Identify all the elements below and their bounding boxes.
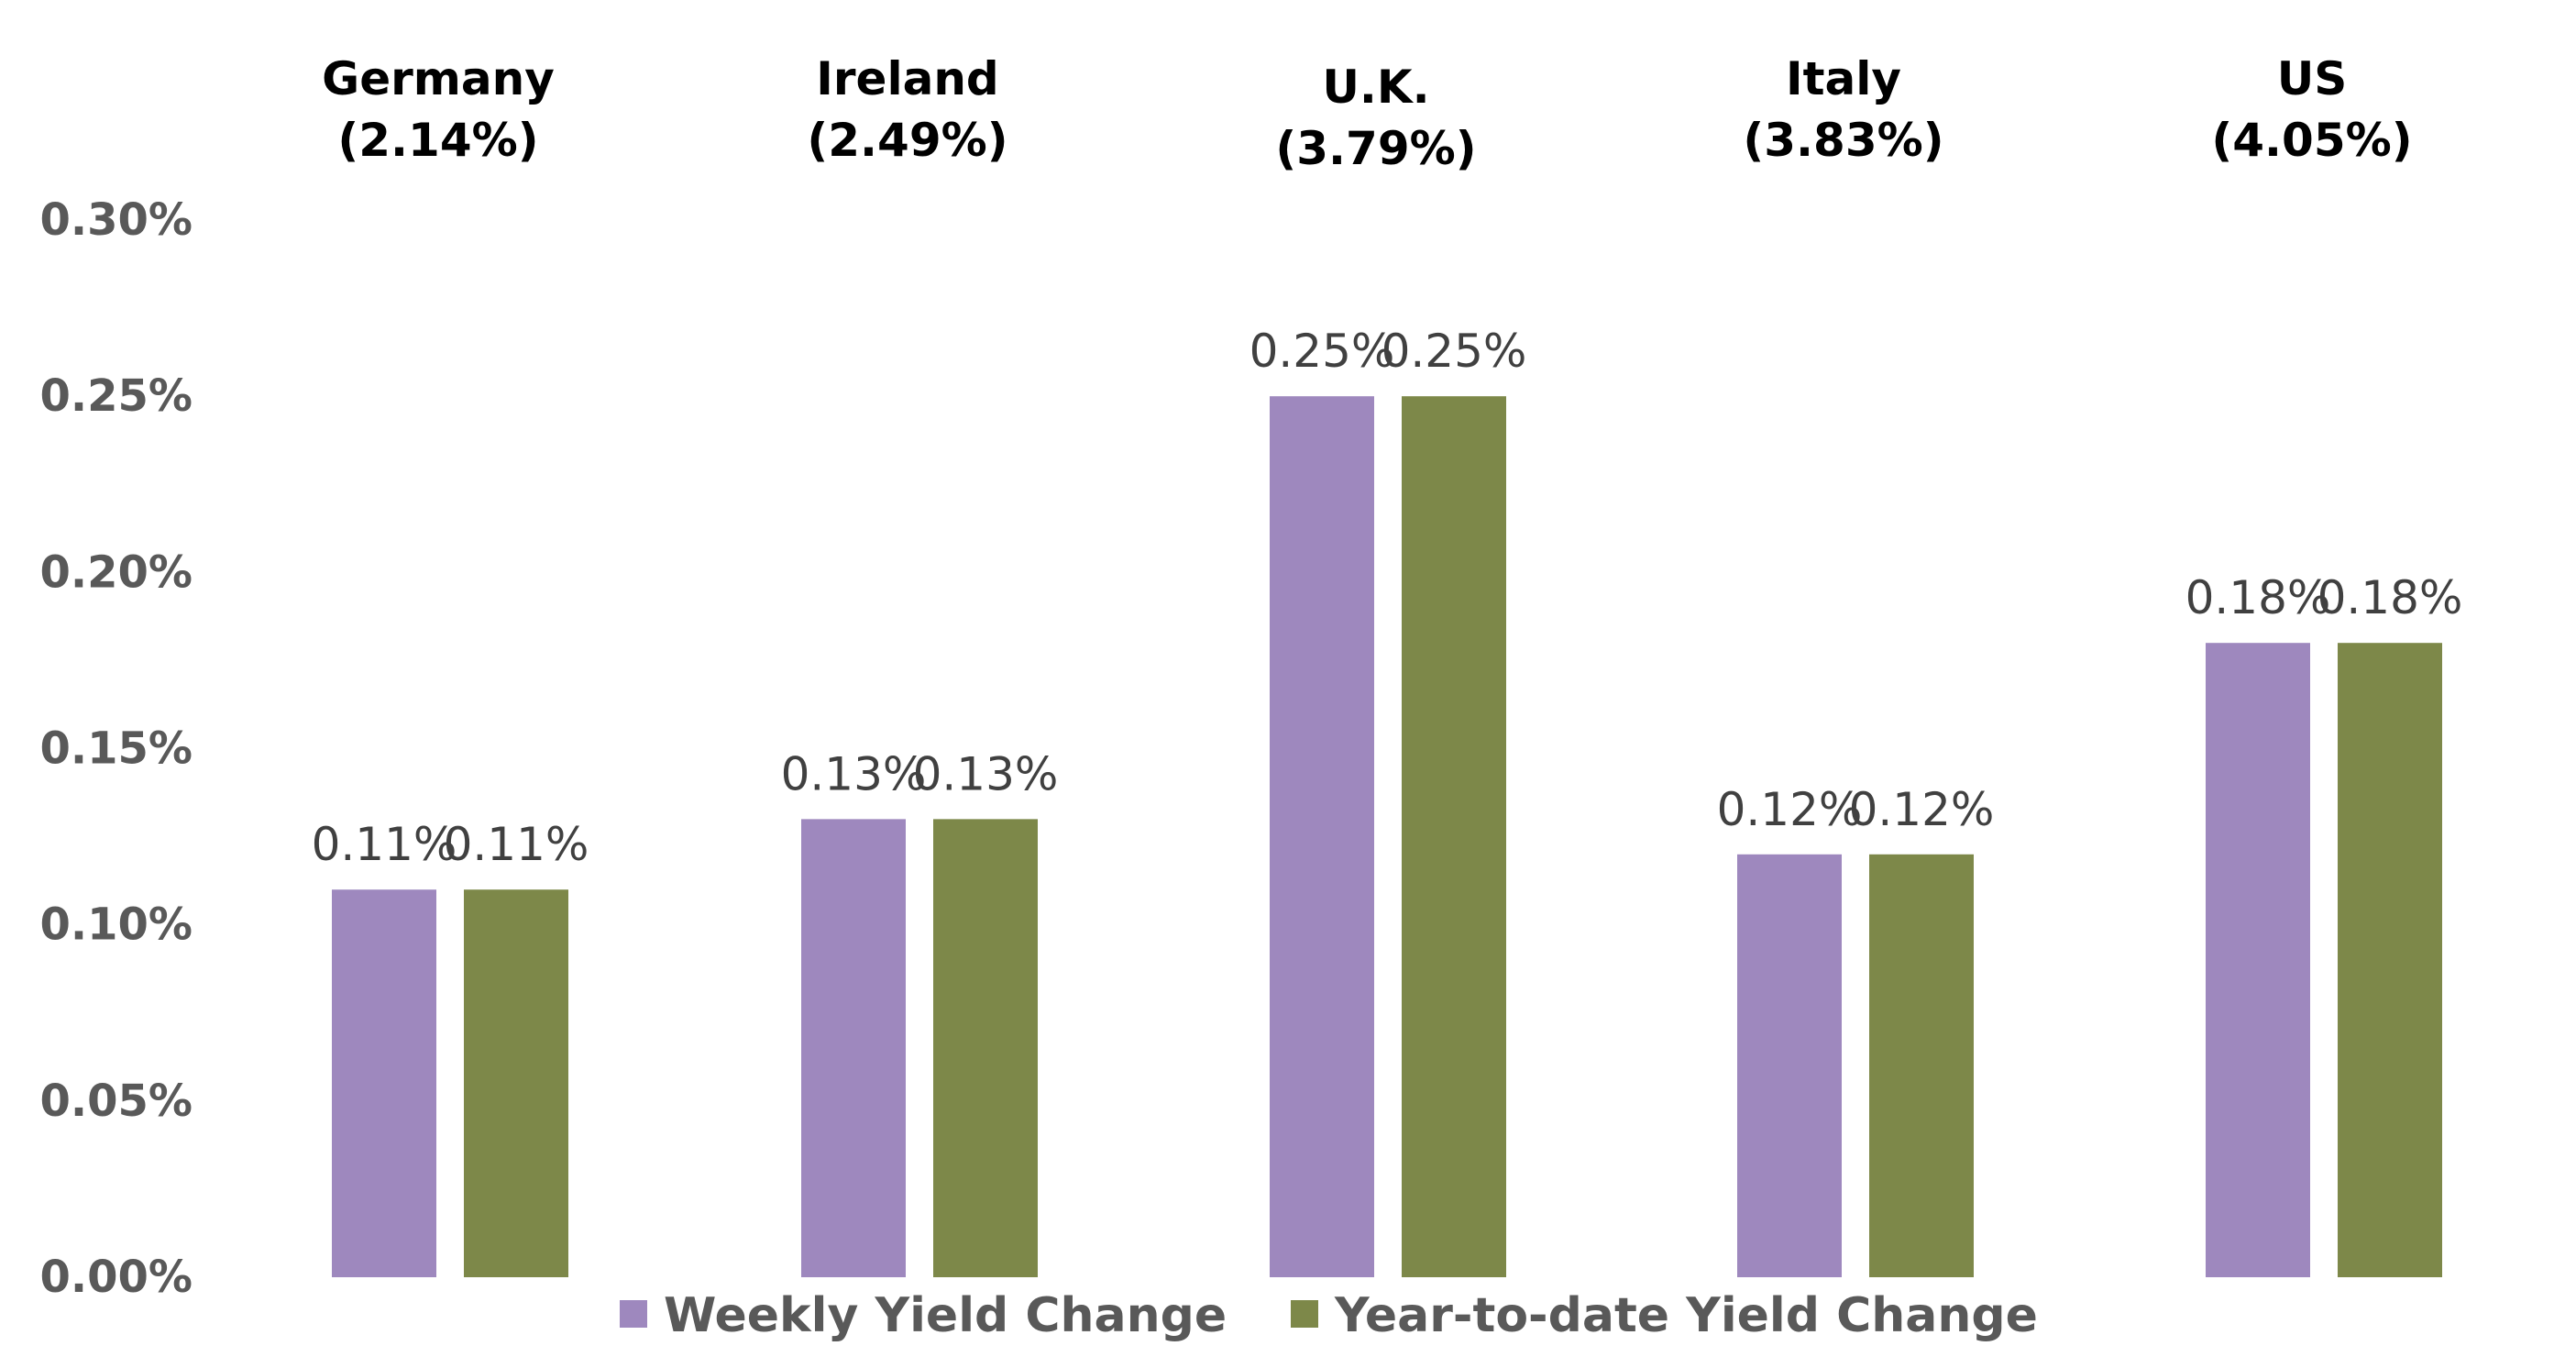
y-tick-label: 0.10%: [39, 899, 193, 951]
category-headers: Germany (2.14%) Ireland (2.49%) U.K. (3.79%) I…: [322, 52, 2412, 175]
category-yield: (2.49%): [807, 114, 1007, 167]
y-tick-label: 0.00%: [39, 1252, 193, 1303]
category-yield: (4.05%): [2211, 114, 2412, 167]
data-label: 0.18%: [2317, 571, 2463, 624]
bar: [933, 819, 1038, 1277]
data-label: 0.11%: [312, 818, 457, 871]
legend-swatch: [620, 1300, 647, 1328]
bar: [2206, 643, 2310, 1277]
category-name: Italy: [1786, 52, 1901, 105]
bar: [1737, 854, 1842, 1277]
bars: [332, 396, 2442, 1278]
data-label: 0.18%: [2185, 571, 2331, 624]
bar: [332, 889, 436, 1277]
bar: [1402, 396, 1506, 1278]
data-label: 0.25%: [1249, 325, 1395, 378]
y-tick-label: 0.15%: [39, 723, 193, 775]
data-label: 0.12%: [1849, 783, 1995, 836]
legend-swatch: [1291, 1300, 1318, 1328]
category-name: US: [2277, 52, 2348, 105]
legend: Weekly Yield Change Year-to-date Yield Ch…: [620, 1288, 2038, 1343]
legend-label: Weekly Yield Change: [664, 1288, 1227, 1343]
bar: [801, 819, 906, 1277]
y-tick-label: 0.25%: [39, 370, 193, 422]
bar: [1270, 396, 1374, 1278]
category-yield: (2.14%): [337, 114, 538, 167]
category-yield: (3.79%): [1275, 122, 1476, 175]
data-label: 0.13%: [781, 747, 927, 800]
data-label: 0.13%: [913, 747, 1059, 800]
data-labels: 0.11% 0.13% 0.25% 0.12% 0.18% 0.11% 0.13% 0.25%…: [312, 325, 2463, 871]
bar: [2338, 643, 2442, 1277]
legend-label: Year-to-date Yield Change: [1334, 1288, 2038, 1343]
category-name: U.K.: [1322, 61, 1429, 114]
category-yield: (3.83%): [1743, 114, 1943, 167]
bar: [1869, 854, 1974, 1277]
y-axis: 0.00% 0.05% 0.10% 0.15% 0.20% 0.25% 0.30%: [39, 194, 193, 1303]
data-label: 0.25%: [1382, 325, 1527, 378]
data-label: 0.11%: [444, 818, 589, 871]
y-tick-label: 0.30%: [39, 194, 193, 246]
y-tick-label: 0.05%: [39, 1076, 193, 1127]
bar: [464, 889, 568, 1277]
category-name: Ireland: [816, 52, 998, 105]
data-label: 0.12%: [1717, 783, 1863, 836]
category-name: Germany: [322, 52, 555, 105]
y-tick-label: 0.20%: [39, 546, 193, 598]
